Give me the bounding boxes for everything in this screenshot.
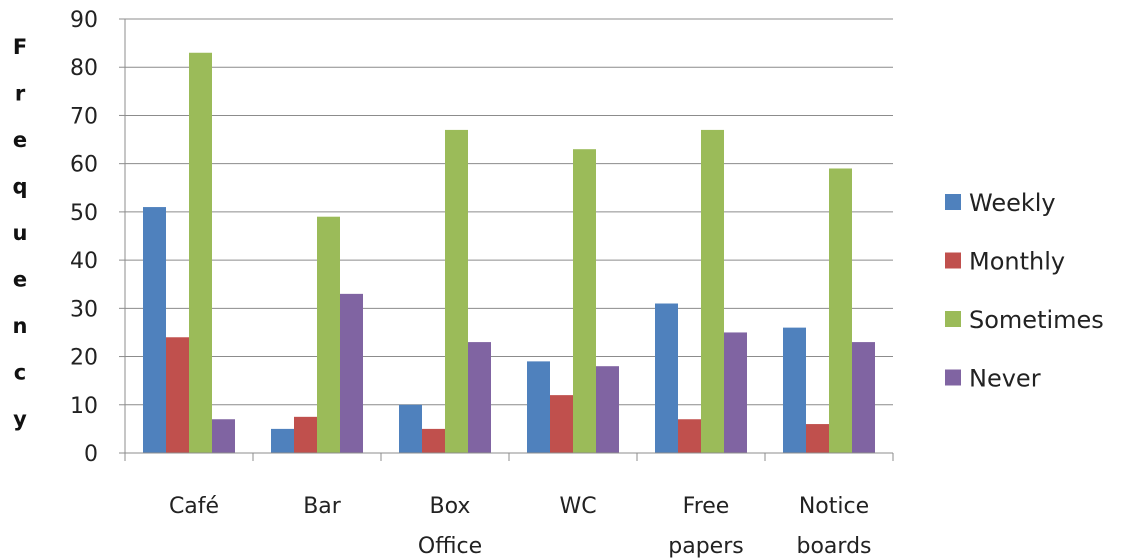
y-tick-label: 10 <box>70 394 98 419</box>
bar-weekly <box>271 428 294 453</box>
y-tick-label: 90 <box>70 8 98 33</box>
legend-swatch-sometimes <box>945 311 961 327</box>
legend-label-never: Never <box>969 365 1041 393</box>
y-axis-label-char: u <box>13 221 28 245</box>
y-tick-label: 20 <box>70 346 98 371</box>
y-axis-label-char: c <box>14 361 26 385</box>
y-tick-label: 70 <box>70 104 98 129</box>
y-tick-label: 40 <box>70 249 98 274</box>
y-axis-label-char: e <box>13 128 27 152</box>
bar-weekly <box>143 207 166 453</box>
bar-monthly <box>422 428 445 453</box>
bar-monthly <box>678 419 701 453</box>
bar-never <box>852 342 875 453</box>
y-tick-labels: 0 10 20 30 40 50 60 70 80 90 <box>70 8 98 467</box>
y-tick-label: 30 <box>70 297 98 322</box>
x-tick-labels: Café Bar Box Office WC Free papers Notice boards <box>169 494 872 559</box>
y-tick-label: 50 <box>70 201 98 226</box>
gridlines <box>125 18 893 406</box>
bar-sometimes <box>317 216 340 453</box>
y-axis-label-char: n <box>13 314 28 338</box>
legend: Weekly Monthly Sometimes Never <box>945 189 1104 393</box>
bar-sometimes <box>445 129 468 453</box>
bar-weekly <box>783 327 806 453</box>
x-tick-label: WC <box>559 494 596 519</box>
bar-never <box>724 332 747 453</box>
x-tick-label: Notice <box>799 494 869 519</box>
bar-sometimes <box>573 149 596 453</box>
bar-sometimes <box>829 168 852 453</box>
x-tick-label: Bar <box>303 494 342 519</box>
y-axis-label-char: F <box>13 35 27 59</box>
bar-never <box>596 366 619 453</box>
bar-weekly <box>399 404 422 453</box>
legend-label-monthly: Monthly <box>969 248 1065 276</box>
bar-monthly <box>166 337 189 453</box>
y-tick-label: 60 <box>70 153 98 178</box>
y-tick-label: 0 <box>84 442 98 467</box>
legend-swatch-never <box>945 369 961 386</box>
x-tick-label: boards <box>797 534 872 559</box>
legend-label-sometimes: Sometimes <box>969 306 1104 334</box>
bar-monthly <box>294 416 317 453</box>
x-tick-label: Free <box>683 494 730 519</box>
x-tick-label: papers <box>668 534 743 559</box>
legend-label-weekly: Weekly <box>969 189 1056 217</box>
bar-sometimes <box>189 52 212 453</box>
x-tick-label: Box <box>430 494 471 519</box>
y-axis-label-char: r <box>15 82 26 106</box>
y-axis-label-char: q <box>12 175 27 199</box>
x-tick-label: Office <box>418 534 482 559</box>
legend-swatch-weekly <box>945 194 961 210</box>
bars <box>143 52 875 453</box>
bar-never <box>212 419 235 453</box>
y-tick-label: 80 <box>70 56 98 81</box>
y-axis-label-char: e <box>13 268 27 292</box>
bar-sometimes <box>701 129 724 453</box>
legend-swatch-monthly <box>945 252 961 269</box>
x-tick-label: Café <box>169 494 219 519</box>
bar-weekly <box>527 361 550 453</box>
bar-never <box>340 293 363 453</box>
bar-never <box>468 342 491 453</box>
bar-monthly <box>806 424 829 453</box>
y-axis-label-char: y <box>13 407 27 431</box>
bar-monthly <box>550 395 573 453</box>
axes <box>119 18 894 461</box>
bar-weekly <box>655 303 678 453</box>
